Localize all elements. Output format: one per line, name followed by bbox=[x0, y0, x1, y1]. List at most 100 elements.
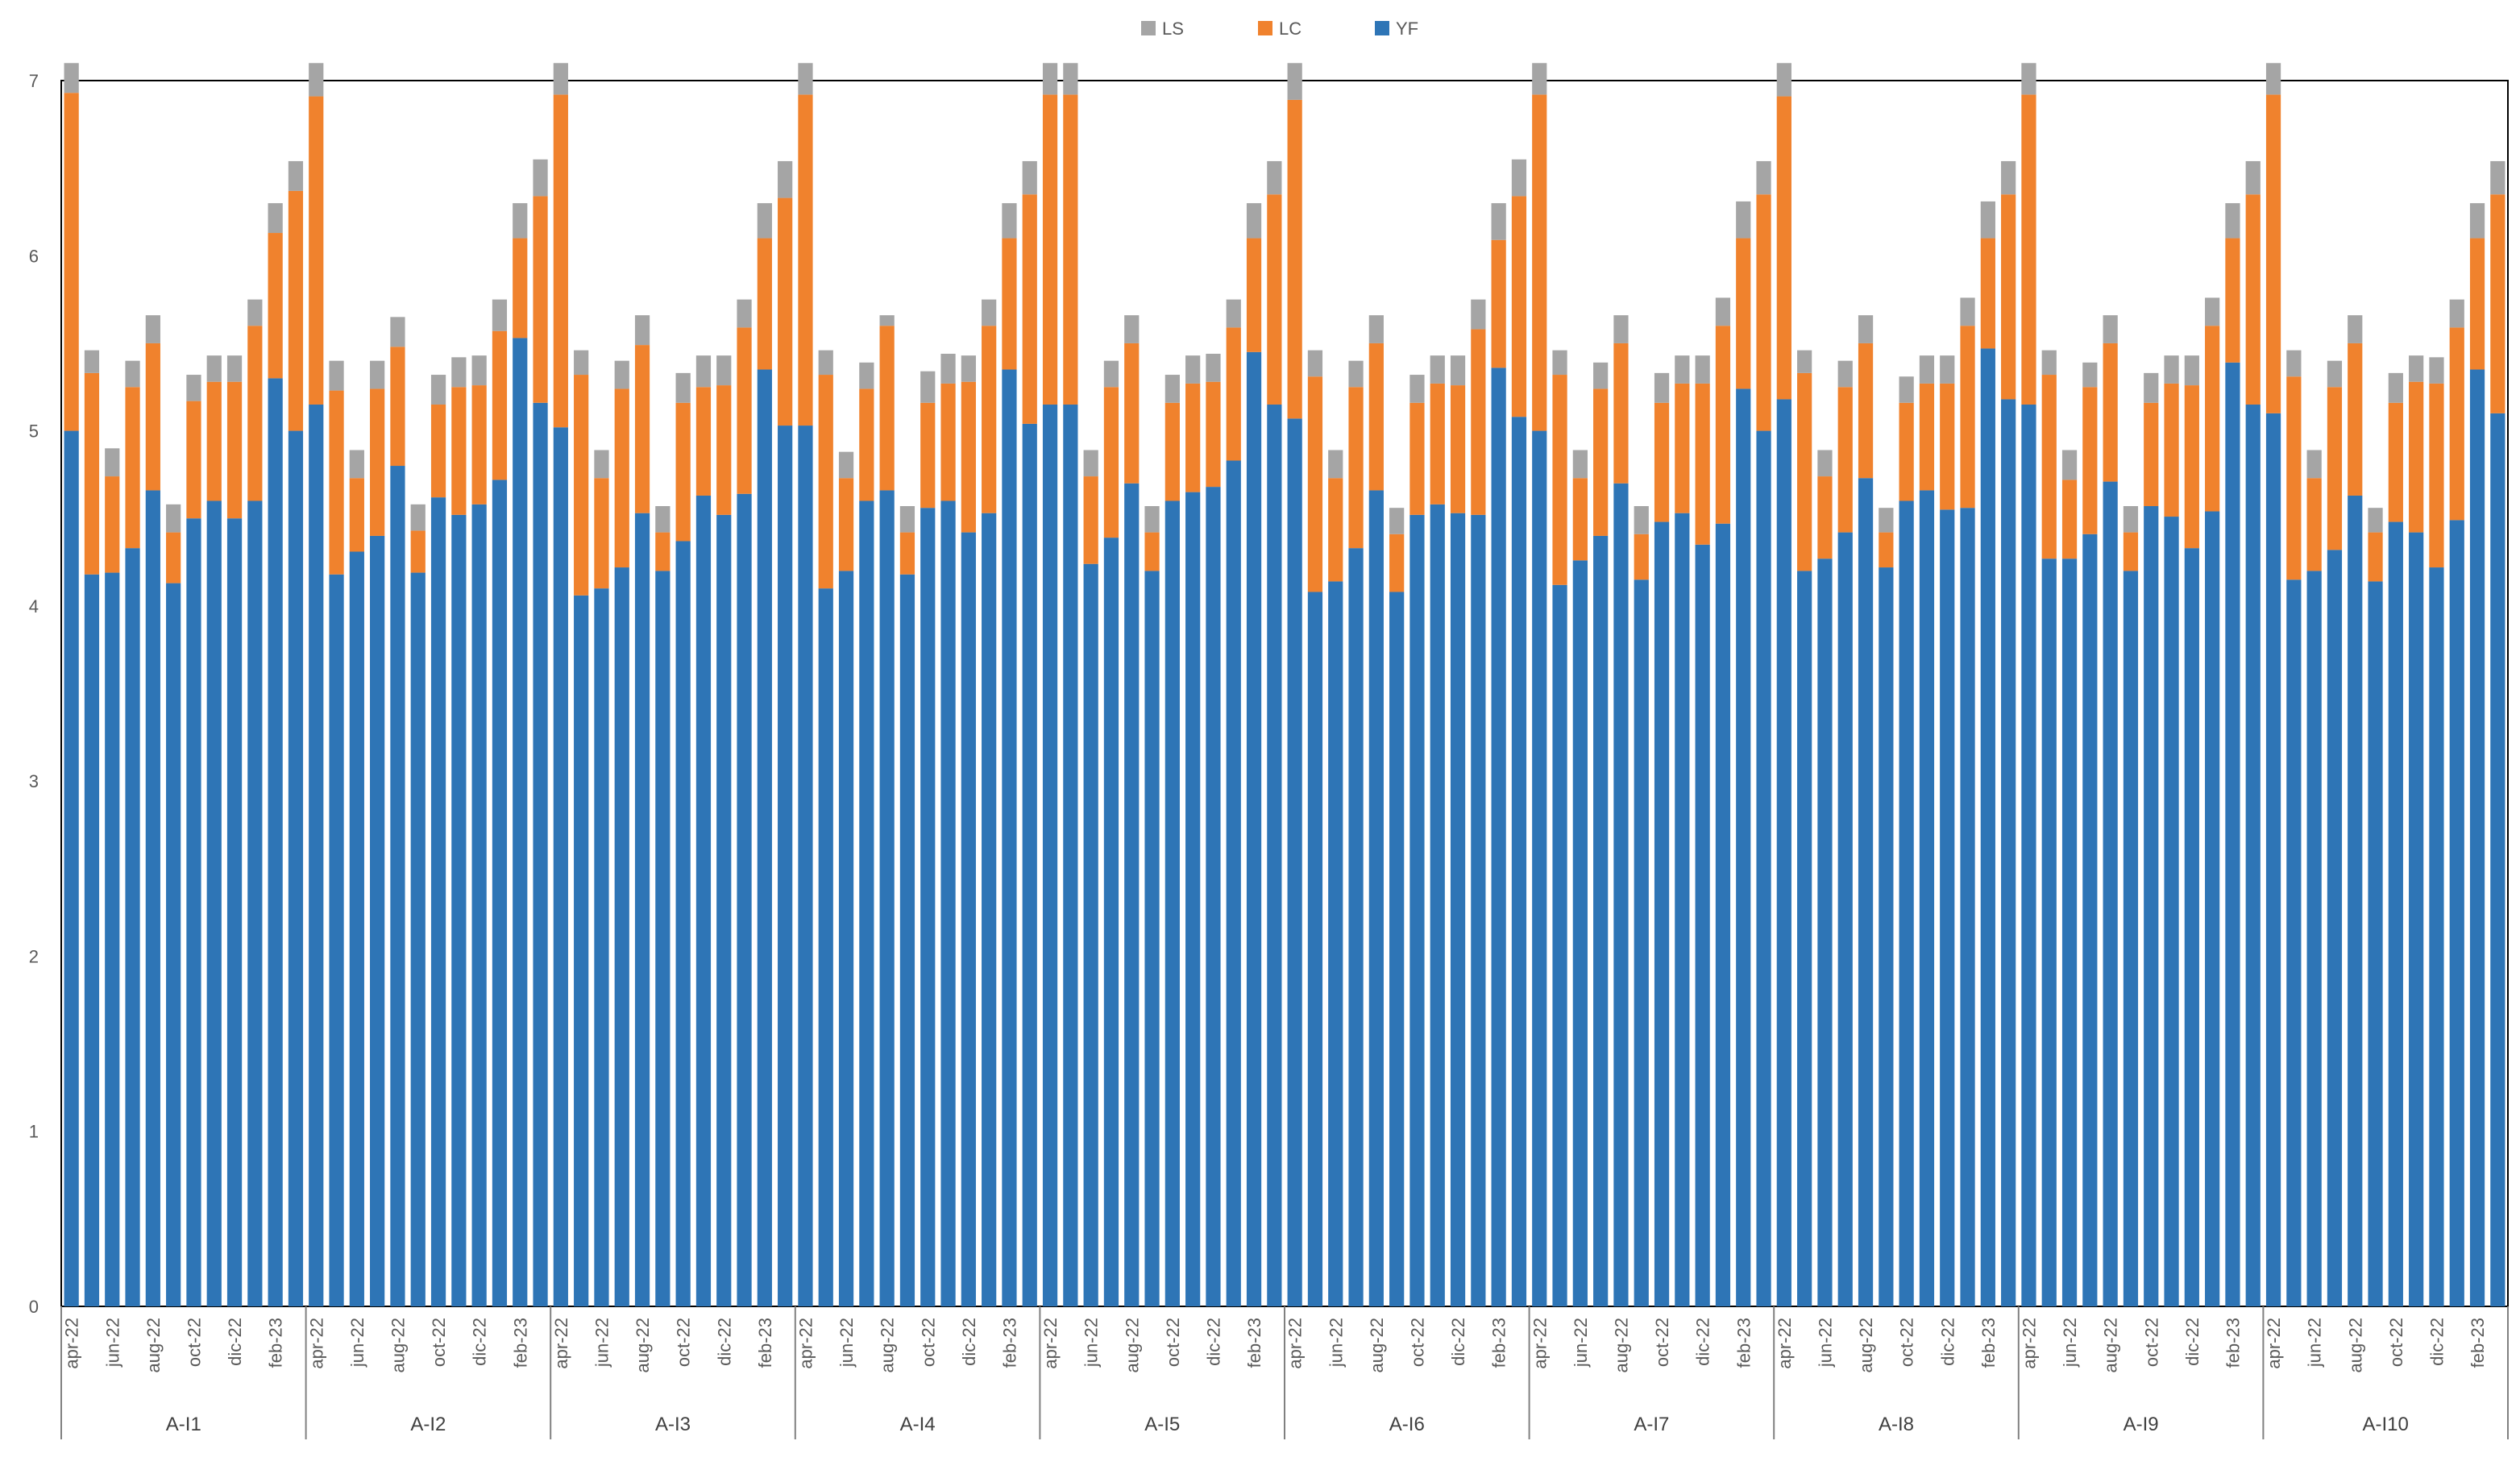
bar-lc bbox=[2103, 343, 2118, 482]
bar-yf bbox=[84, 574, 100, 1306]
bar-lc bbox=[1083, 476, 1098, 564]
bar-ls bbox=[1756, 160, 1771, 195]
x-tick-label: feb-23 bbox=[1489, 1318, 1509, 1368]
bar-lc bbox=[2041, 375, 2057, 559]
bar-lc bbox=[1022, 194, 1037, 424]
bar-ls bbox=[1083, 450, 1098, 477]
bar-yf bbox=[1185, 492, 1201, 1306]
bar-lc bbox=[1980, 238, 1995, 349]
bar-ls bbox=[1552, 350, 1567, 376]
x-tick-label: oct-22 bbox=[918, 1318, 938, 1367]
bar-yf bbox=[492, 480, 508, 1307]
bar-lc bbox=[2429, 383, 2444, 568]
bar-ls bbox=[899, 506, 915, 533]
bar-lc bbox=[879, 326, 895, 491]
bar-yf bbox=[2205, 511, 2220, 1306]
bar-lc bbox=[84, 372, 100, 575]
bar-ls bbox=[634, 315, 650, 346]
bar-ls bbox=[2388, 372, 2403, 403]
bar-yf bbox=[513, 338, 528, 1306]
bar-yf bbox=[1532, 430, 1547, 1306]
bar-lc bbox=[1695, 383, 1710, 545]
bar-lc bbox=[247, 326, 263, 501]
bar-ls bbox=[1797, 350, 1812, 373]
bar-ls bbox=[920, 371, 936, 403]
x-tick-label: oct-22 bbox=[184, 1318, 204, 1367]
x-tick-label: aug-22 bbox=[388, 1318, 408, 1373]
y-tick-label: 4 bbox=[29, 596, 39, 617]
bar-ls bbox=[1287, 63, 1302, 100]
bar-ls bbox=[2286, 350, 2302, 377]
x-tick-label: aug-22 bbox=[1611, 1318, 1631, 1373]
bar-lc bbox=[1185, 383, 1201, 492]
x-tick-label: jun-22 bbox=[1081, 1318, 1102, 1368]
bar-lc bbox=[349, 478, 364, 552]
bar-yf bbox=[838, 571, 854, 1306]
bar-yf bbox=[1511, 417, 1527, 1307]
bar-lc bbox=[1246, 238, 1262, 352]
bar-yf bbox=[410, 572, 426, 1306]
bar-yf bbox=[1654, 521, 1670, 1306]
bar-yf bbox=[1430, 504, 1445, 1306]
bar-yf bbox=[982, 513, 997, 1306]
bar-yf bbox=[879, 490, 895, 1306]
bar-lc bbox=[1450, 385, 1466, 513]
bar-lc bbox=[675, 402, 691, 542]
bar-yf bbox=[818, 588, 833, 1306]
bar-yf bbox=[2103, 481, 2118, 1306]
bar-ls bbox=[982, 299, 997, 326]
bar-lc bbox=[471, 385, 487, 504]
bar-ls bbox=[2265, 63, 2281, 95]
bar-ls bbox=[2082, 362, 2098, 388]
bar-yf bbox=[778, 426, 793, 1306]
bar-yf bbox=[1919, 490, 1935, 1306]
bar-lc bbox=[1654, 402, 1670, 522]
bar-ls bbox=[2449, 299, 2464, 328]
bar-lc bbox=[2184, 385, 2199, 549]
x-tick-label: feb-23 bbox=[2468, 1318, 2488, 1368]
bar-yf bbox=[2429, 567, 2444, 1306]
bar-ls bbox=[1430, 355, 1445, 384]
bar-lc bbox=[1593, 388, 1609, 536]
bar-yf bbox=[2123, 571, 2139, 1306]
bar-yf bbox=[1124, 483, 1140, 1306]
bar-ls bbox=[471, 355, 487, 386]
bar-lc bbox=[553, 94, 568, 428]
x-tick-label: oct-22 bbox=[674, 1318, 694, 1367]
bar-ls bbox=[1613, 315, 1629, 343]
x-tick-label: dic-22 bbox=[2182, 1318, 2202, 1366]
bar-yf bbox=[186, 518, 201, 1306]
x-tick-label: feb-23 bbox=[999, 1318, 1019, 1368]
bar-yf bbox=[1063, 404, 1078, 1307]
bar-ls bbox=[1450, 355, 1466, 386]
x-tick-label: dic-22 bbox=[225, 1318, 245, 1366]
bar-yf bbox=[390, 466, 405, 1306]
x-axis: apr-22 jun-22 aug-22 oct-22 dic-22 feb-23 apr-… bbox=[60, 1306, 2509, 1439]
group-label: A-I3 bbox=[655, 1414, 691, 1435]
bar-ls bbox=[186, 375, 201, 401]
bar-yf bbox=[2061, 558, 2078, 1306]
bar-ls bbox=[1389, 508, 1405, 534]
bar-ls bbox=[574, 350, 589, 376]
bar-ls bbox=[2164, 355, 2179, 384]
bar-lc bbox=[1368, 343, 1384, 491]
bar-yf bbox=[2021, 404, 2036, 1307]
x-tick-label: dic-22 bbox=[959, 1318, 979, 1366]
y-tick-label: 0 bbox=[29, 1297, 39, 1317]
bar-yf bbox=[2306, 571, 2322, 1306]
bar-lc bbox=[737, 327, 752, 494]
group-label: A-I9 bbox=[2124, 1414, 2159, 1435]
y-tick-label: 5 bbox=[29, 421, 39, 442]
bar-yf bbox=[2164, 517, 2179, 1306]
bar-ls bbox=[1879, 508, 1894, 533]
bar-yf bbox=[961, 532, 976, 1306]
bar-lc bbox=[186, 401, 201, 519]
bar-ls bbox=[757, 203, 772, 239]
bar-lc bbox=[1471, 329, 1486, 515]
group-label: A-I2 bbox=[410, 1414, 446, 1435]
bar-ls bbox=[2327, 360, 2343, 388]
bar-lc bbox=[2348, 343, 2363, 496]
bar-ls bbox=[2429, 357, 2444, 384]
bar-ls bbox=[1165, 375, 1180, 403]
